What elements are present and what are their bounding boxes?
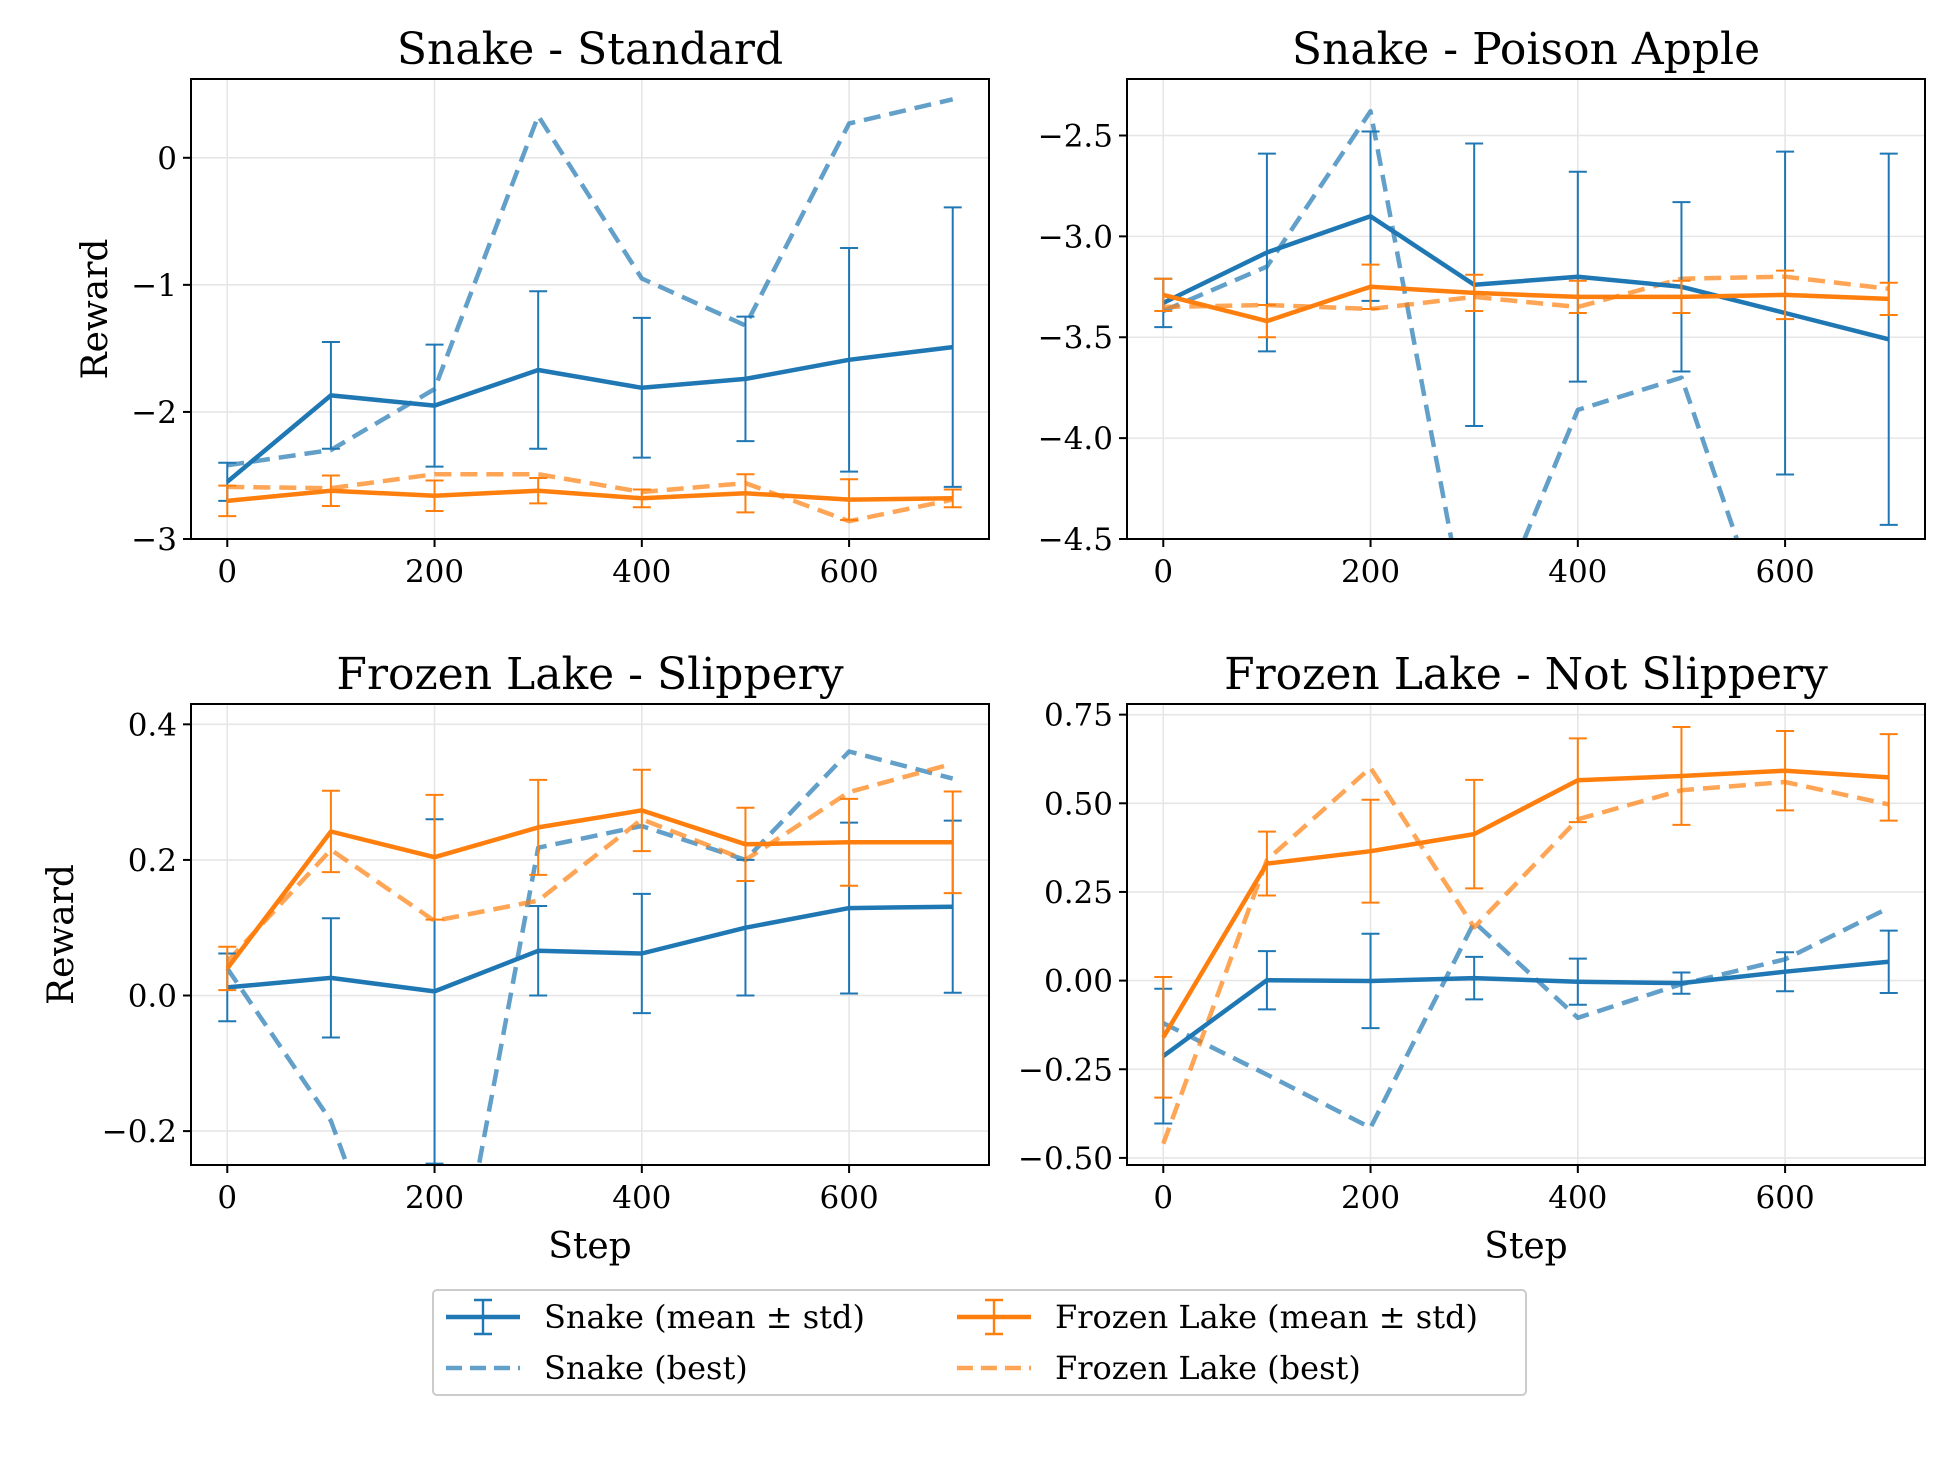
series-line-snake-mean-std — [1162, 213, 1890, 342]
legend-label-frozen-lake-best: Frozen Lake (best) — [1055, 1349, 1361, 1387]
x-tick-label: 400 — [612, 554, 671, 590]
y-tick-label: −1 — [131, 268, 177, 304]
y-tick-label: −0.25 — [1018, 1052, 1113, 1088]
plot-area — [218, 749, 962, 1165]
x-tick-label: 600 — [820, 1180, 879, 1216]
x-tick-label: 0 — [217, 1180, 237, 1216]
series-line-snake-mean-std — [1161, 959, 1889, 1058]
y-tick-label: −4.5 — [1038, 522, 1113, 558]
legend-label-snake-best: Snake (best) — [544, 1349, 748, 1387]
legend-entry-frozen-lake-best: Frozen Lake (best) — [957, 1349, 1361, 1387]
series-line-snake-best — [225, 749, 954, 1165]
series-line-snake-mean-std — [225, 344, 953, 484]
x-tick-label: 400 — [612, 1180, 671, 1216]
plot-area — [1154, 726, 1898, 1145]
plot-area — [218, 97, 962, 524]
x-tick-label: 200 — [405, 554, 464, 590]
legend: Snake (mean ± std) Frozen Lake (mean ± s… — [432, 1289, 1527, 1396]
series-line-frozen-lake-best — [1161, 765, 1890, 1145]
panel-title: Snake - Standard — [397, 24, 783, 75]
x-tick-label: 200 — [405, 1180, 464, 1216]
chart-panel-frozen-lake-slippery: 0 200 400 600 −0.2 0.0 0.2 0.4 Frozen Lake - Sli… — [41, 649, 990, 1267]
x-axis-label: Step — [1484, 1226, 1567, 1267]
y-axis-label: Reward — [75, 239, 116, 380]
series-line-frozen-lake-mean-std — [1162, 284, 1889, 324]
series-line-frozen-lake-best — [225, 761, 954, 964]
x-tick-label: 0 — [1153, 554, 1173, 590]
panel-title: Frozen Lake - Not Slippery — [1224, 649, 1828, 700]
chart-panel-frozen-lake-not-slippery: 0 200 400 600 −0.50 −0.25 0.00 0.25 0.50 0.75 Froz… — [1018, 649, 1926, 1267]
series-line-frozen-lake-mean-std — [227, 488, 953, 504]
y-axis-label: Reward — [41, 864, 82, 1005]
legend-label-snake-mean: Snake (mean ± std) — [544, 1298, 865, 1336]
y-tick-label: −4.0 — [1038, 421, 1113, 457]
x-tick-label: 0 — [1153, 1180, 1173, 1216]
y-tick-label: −3.5 — [1038, 320, 1113, 356]
plot-frame — [190, 78, 990, 540]
chart-panel-snake-poison-apple: 0 200 400 600 −4.5 −4.0 −3.5 −3.0 −2.5 Snake - Po… — [1038, 24, 1926, 590]
series-line-snake-best — [1162, 905, 1890, 1131]
y-tick-label: −3.0 — [1038, 219, 1113, 255]
panel-title: Snake - Poison Apple — [1292, 24, 1760, 75]
x-tick-label: 600 — [820, 554, 879, 590]
y-tick-label: 0 — [157, 141, 177, 177]
legend-label-frozen-lake-mean: Frozen Lake (mean ± std) — [1055, 1298, 1478, 1336]
legend-frame — [432, 1289, 1527, 1396]
y-tick-label: 0.25 — [1044, 875, 1113, 911]
y-tick-label: −3 — [131, 522, 177, 558]
legend-entry-frozen-lake-mean: Frozen Lake (mean ± std) — [957, 1298, 1478, 1336]
series-line-snake-best — [226, 97, 954, 468]
x-tick-label: 200 — [1341, 554, 1400, 590]
x-tick-label: 600 — [1756, 554, 1815, 590]
y-tick-label: 0.4 — [128, 707, 177, 743]
y-tick-label: 0.2 — [128, 843, 177, 879]
series-line-frozen-lake-mean-std — [225, 808, 953, 970]
series-line-frozen-lake-mean-std — [1161, 768, 1889, 1039]
panel-title: Frozen Lake - Slippery — [336, 649, 843, 700]
y-tick-label: 0.00 — [1044, 964, 1113, 1000]
y-tick-label: −0.2 — [102, 1114, 177, 1150]
x-tick-label: 200 — [1341, 1180, 1400, 1216]
plot-frame — [190, 703, 990, 1166]
x-tick-label: 600 — [1756, 1180, 1815, 1216]
plot-area — [1154, 109, 1898, 539]
x-tick-label: 400 — [1548, 1180, 1607, 1216]
legend-entry-snake-mean: Snake (mean ± std) — [446, 1298, 865, 1336]
series-line-snake-mean-std — [227, 904, 953, 994]
y-tick-label: −0.50 — [1018, 1141, 1113, 1177]
y-tick-label: 0.0 — [128, 979, 177, 1015]
y-tick-label: −2.5 — [1038, 118, 1113, 154]
series-line-frozen-lake-best — [227, 471, 954, 524]
y-tick-label: −2 — [131, 395, 177, 431]
x-tick-label: 0 — [217, 554, 237, 590]
chart-panel-snake-standard: 0 200 400 600 −3 −2 −1 0 Snake - Standard Reward — [75, 24, 990, 590]
plot-frame — [1126, 78, 1926, 540]
plot-frame — [1126, 703, 1926, 1166]
x-axis-label: Step — [548, 1226, 631, 1267]
y-tick-label: 0.75 — [1044, 698, 1113, 734]
y-tick-label: 0.50 — [1044, 786, 1113, 822]
series-line-frozen-lake-best — [1163, 274, 1889, 312]
legend-entry-snake-best: Snake (best) — [446, 1349, 748, 1387]
x-tick-label: 400 — [1548, 554, 1607, 590]
